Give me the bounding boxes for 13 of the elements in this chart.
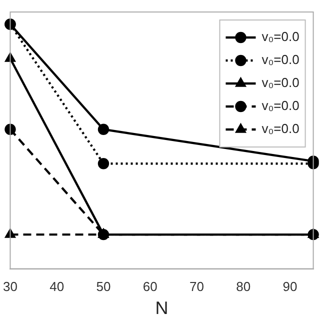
legend-label: v₀=0.0 — [262, 29, 300, 44]
legend-label: v₀=0.0 — [262, 98, 300, 114]
legend-label: v₀=0.0 — [262, 121, 300, 136]
x-tick-label: 70 — [190, 279, 204, 294]
legend-label: v₀=0.0 — [262, 52, 300, 68]
x-tick-label: 50 — [96, 279, 111, 294]
x-tick-label: 60 — [142, 279, 158, 294]
x-tick-label: 90 — [282, 279, 298, 294]
x-tick-label: 30 — [2, 279, 18, 294]
x-tick-label: 40 — [50, 279, 64, 294]
x-axis-title: N — [155, 298, 168, 318]
x-tick-label: 80 — [236, 279, 251, 294]
legend-label: v₀=0.0 — [262, 75, 300, 90]
